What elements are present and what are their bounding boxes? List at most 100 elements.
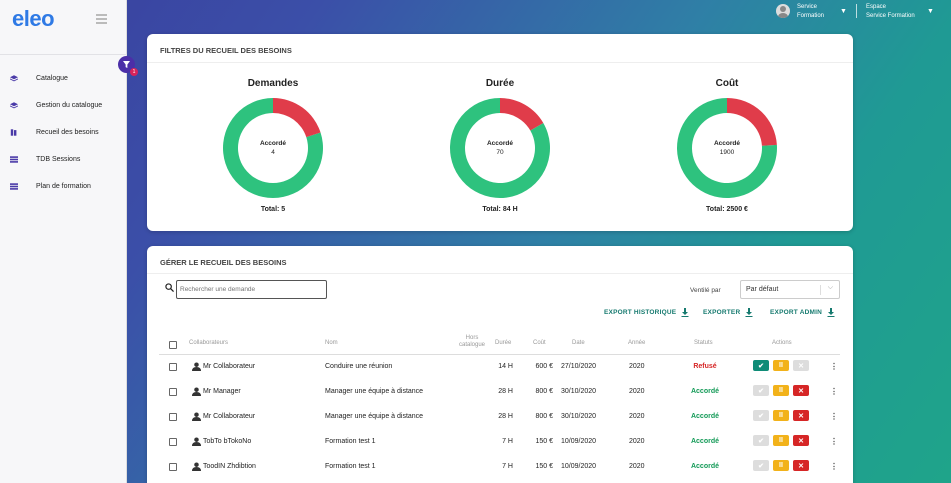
donut-slice-other[interactable] — [273, 98, 321, 138]
pause-button[interactable]: II — [773, 360, 789, 371]
space-line-1: Espace — [866, 4, 887, 10]
eleo-logo[interactable]: eleo — [12, 6, 55, 31]
table-header-rule — [159, 354, 840, 355]
donut-slice-other[interactable] — [500, 98, 544, 131]
more-options-icon[interactable]: ⋮ — [830, 362, 838, 371]
cell-annee: 2020 — [629, 363, 645, 370]
sidebar-item-gestion-catalogue[interactable]: Gestion du catalogue — [0, 95, 127, 115]
row-checkbox[interactable] — [169, 463, 177, 471]
sidebar-item-tdb-sessions[interactable]: TDB Sessions — [0, 149, 127, 169]
sort-select[interactable]: Par défaut ⌵ — [740, 280, 840, 299]
donut-slice-accorde[interactable] — [677, 98, 777, 198]
donut-slice-accorde[interactable] — [223, 98, 323, 198]
more-options-icon[interactable]: ⋮ — [830, 437, 838, 446]
pause-button[interactable]: II — [773, 410, 789, 421]
table-row[interactable]: Mr Collaborateur Conduire une réunion 14 H… — [147, 354, 853, 379]
header-date[interactable]: Date — [572, 340, 585, 346]
header-annee[interactable]: Année — [628, 340, 646, 346]
header-hors-catalogue[interactable]: Hors catalogue — [458, 335, 486, 348]
pause-icon: II — [779, 362, 783, 369]
row-checkbox[interactable] — [169, 363, 177, 371]
donut-slice-other[interactable] — [727, 98, 777, 146]
topbar-separator — [856, 4, 857, 18]
cell-nom: Manager une équipe à distance — [325, 413, 424, 420]
user-menu[interactable]: Service Formation — [797, 3, 824, 21]
cell-collaborateur: Mr Collaborateur — [203, 363, 256, 370]
download-icon — [827, 308, 835, 317]
search-input[interactable] — [176, 280, 327, 299]
cell-annee: 2020 — [629, 388, 645, 395]
select-all-checkbox[interactable] — [169, 341, 177, 349]
more-options-icon[interactable]: ⋮ — [830, 412, 838, 421]
chevron-down-icon: ⌵ — [827, 284, 833, 291]
manage-card: GÉRER LE RECUEIL DES BESOINS Ventilé par… — [147, 246, 853, 483]
export-historique-button[interactable]: EXPORT HISTORIQUE — [604, 308, 689, 317]
more-options-icon[interactable]: ⋮ — [830, 387, 838, 396]
row-checkbox[interactable] — [169, 413, 177, 421]
pause-button[interactable]: II — [773, 460, 789, 471]
person-icon — [192, 362, 201, 371]
approve-button[interactable]: ✔ — [753, 410, 769, 421]
space-menu[interactable]: Espace Service Formation — [866, 3, 915, 21]
approve-button[interactable]: ✔ — [753, 435, 769, 446]
table-row[interactable]: ToodIN Zhdibtion Formation test 1 7 H 150 €… — [147, 454, 853, 479]
export-admin-button[interactable]: EXPORT ADMIN — [770, 308, 835, 317]
refuse-button[interactable]: ✕ — [793, 360, 809, 371]
pause-button[interactable]: II — [773, 435, 789, 446]
cell-statut: Accordé — [690, 388, 719, 395]
cell-duree: 7 H — [502, 463, 513, 470]
user-menu-chevron-down-icon[interactable]: ▼ — [840, 8, 847, 15]
space-line-2: Service Formation — [866, 13, 915, 19]
person-icon — [192, 387, 201, 396]
table-row[interactable]: TobTo bTokoNo Formation test 1 7 H 150 € 10/… — [147, 429, 853, 454]
header-collaborateurs[interactable]: Collaborateurs — [189, 340, 229, 346]
donut-center-value: 1900 — [720, 149, 735, 156]
refuse-button[interactable]: ✕ — [793, 410, 809, 421]
donut-chart-duree: Accordé 70 — [450, 98, 550, 198]
refuse-button[interactable]: ✕ — [793, 435, 809, 446]
filter-count-badge: 1 — [130, 68, 138, 76]
donut-center-label: Accordé — [260, 140, 286, 147]
cell-annee: 2020 — [629, 413, 645, 420]
header-duree[interactable]: Durée — [495, 340, 512, 346]
list-icon — [10, 155, 18, 163]
search-icon — [165, 283, 174, 292]
row-checkbox[interactable] — [169, 388, 177, 396]
exporter-button[interactable]: EXPORTER — [703, 308, 753, 317]
approve-button[interactable]: ✔ — [753, 460, 769, 471]
approve-button[interactable]: ✔ — [753, 385, 769, 396]
sidebar-item-label: Plan de formation — [36, 182, 91, 190]
refuse-button[interactable]: ✕ — [793, 385, 809, 396]
export-label: EXPORTER — [703, 309, 741, 316]
row-checkbox[interactable] — [169, 438, 177, 446]
donut-chart-demandes: Accordé 4 — [223, 98, 323, 198]
cell-duree: 28 H — [498, 413, 513, 420]
sidebar-item-catalogue[interactable]: Catalogue — [0, 68, 127, 88]
cell-duree: 28 H — [498, 388, 513, 395]
space-menu-chevron-down-icon[interactable]: ▼ — [927, 8, 934, 15]
sidebar-item-plan-formation[interactable]: Plan de formation — [0, 176, 127, 196]
cell-collaborateur: ToodIN Zhdibtion — [203, 463, 256, 470]
more-options-icon[interactable]: ⋮ — [830, 462, 838, 471]
header-cout[interactable]: Coût — [533, 340, 546, 346]
check-icon: ✔ — [758, 412, 764, 420]
table-row[interactable]: Mr Collaborateur Manager une équipe à dis… — [147, 404, 853, 429]
user-avatar[interactable] — [776, 4, 790, 18]
approve-button[interactable]: ✔ — [753, 360, 769, 371]
donut-center-value: 4 — [271, 149, 275, 156]
cell-collaborateur: Mr Manager — [203, 388, 241, 395]
user-line-1: Service — [797, 4, 818, 10]
donut-chart-cout: Accordé 1900 — [677, 98, 777, 198]
table-row[interactable]: Mr Manager Manager une équipe à distance 2… — [147, 379, 853, 404]
close-icon: ✕ — [798, 412, 804, 420]
donut-cout: Coût Accordé 1900 Total: 2500 € — [667, 78, 787, 213]
refuse-button[interactable]: ✕ — [793, 460, 809, 471]
filters-divider — [147, 62, 853, 63]
pause-button[interactable]: II — [773, 385, 789, 396]
header-statuts[interactable]: Statuts — [694, 340, 713, 346]
sidebar-item-recueil[interactable]: Recueil des besoins — [0, 122, 127, 142]
menu-toggle-icon[interactable] — [96, 14, 107, 26]
header-nom[interactable]: Nom — [325, 340, 338, 346]
download-icon — [681, 308, 689, 317]
donut-slice-accorde[interactable] — [450, 98, 550, 198]
